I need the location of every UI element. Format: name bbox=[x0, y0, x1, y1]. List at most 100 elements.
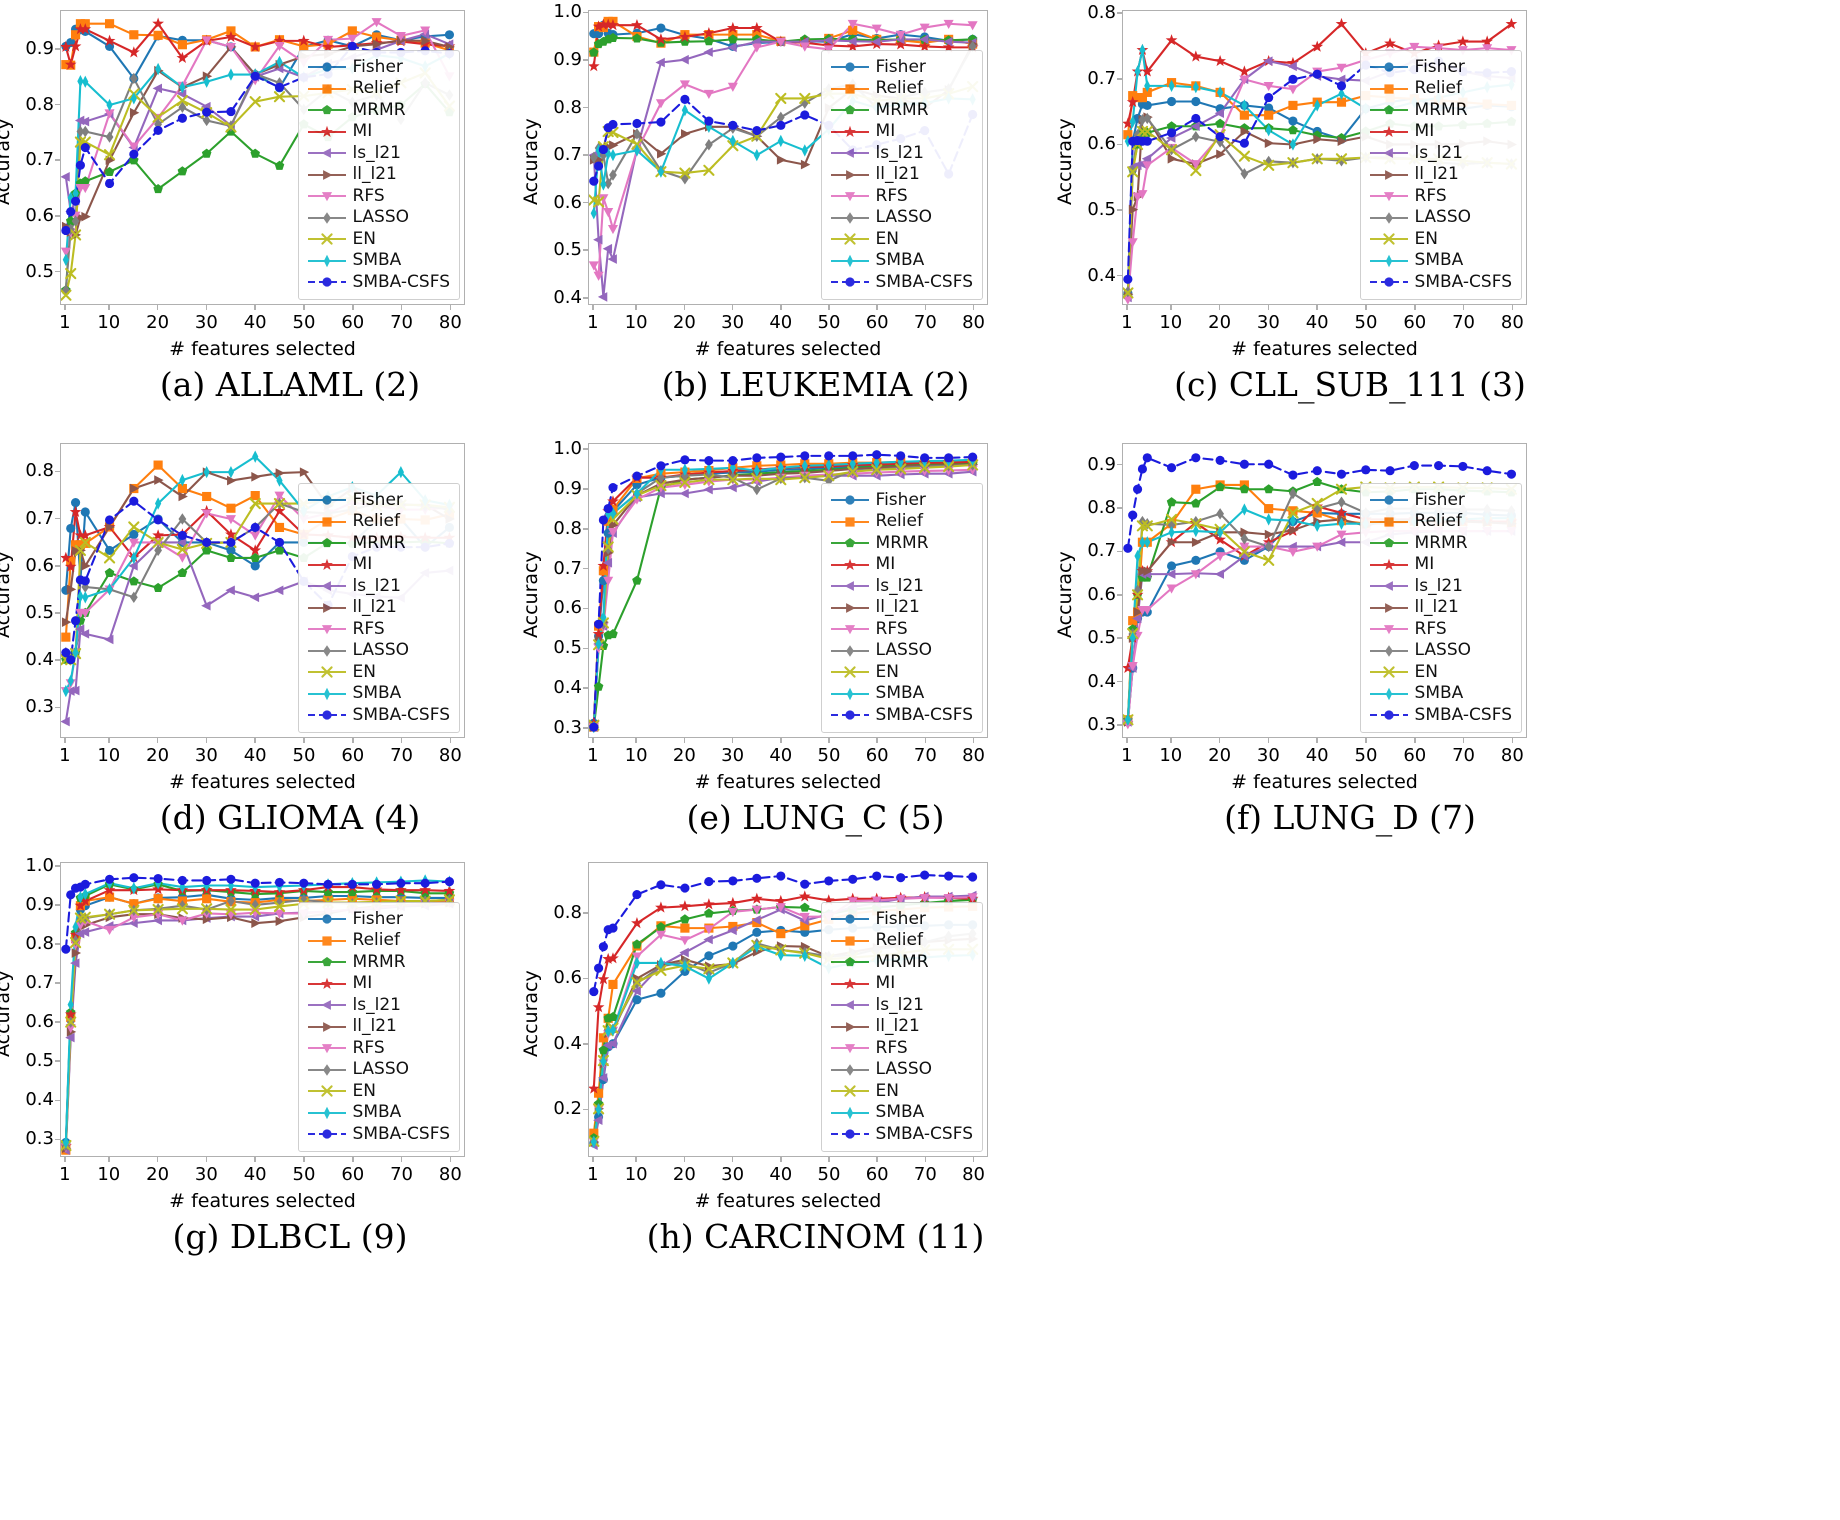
legend-item-LASSO: LASSO bbox=[306, 1059, 450, 1081]
legend-label-ll_l21: ll_l21 bbox=[875, 1016, 920, 1037]
xtick-mark bbox=[1126, 738, 1128, 743]
legend-item-EN: EN bbox=[1368, 229, 1512, 251]
ytick-mark bbox=[55, 865, 60, 867]
xtick-label-a-8: 80 bbox=[438, 312, 462, 333]
legend-swatch-EN bbox=[306, 229, 348, 249]
legend-label-SMBA: SMBA bbox=[1414, 683, 1464, 704]
legend-item-SMBA: SMBA bbox=[829, 1102, 973, 1124]
xtick-mark bbox=[107, 1157, 110, 1162]
legend-label-MRMR: MRMR bbox=[875, 951, 929, 972]
ytick-mark bbox=[583, 11, 588, 14]
legend-item-EN: EN bbox=[306, 1081, 450, 1103]
legend-swatch-SMBA bbox=[306, 684, 348, 704]
legend-label-MRMR: MRMR bbox=[352, 99, 406, 120]
ytick-label-a-0: 0.5 bbox=[25, 260, 54, 282]
ytick-mark bbox=[55, 159, 60, 162]
legend-swatch-RFS bbox=[306, 1038, 348, 1058]
ytick-mark bbox=[583, 488, 588, 490]
legend-swatch-ll_l21 bbox=[829, 598, 871, 618]
legend-item-ls_l21: ls_l21 bbox=[306, 576, 450, 598]
xtick-mark bbox=[449, 738, 452, 743]
legend-label-Relief: Relief bbox=[352, 930, 400, 951]
legend-item-EN: EN bbox=[829, 1081, 973, 1103]
ytick-mark bbox=[55, 706, 60, 709]
legend-swatch-Fisher bbox=[306, 57, 348, 77]
ytick-label-a-2: 0.7 bbox=[25, 149, 54, 171]
xtick-mark bbox=[1316, 305, 1318, 310]
xtick-label-b-6: 60 bbox=[865, 312, 889, 333]
xtick-mark bbox=[303, 738, 305, 743]
legend-label-ll_l21: ll_l21 bbox=[1414, 597, 1459, 618]
legend-swatch-SMBA-CSFS bbox=[1368, 272, 1410, 292]
ytick-label-b-6: 1.0 bbox=[553, 1, 582, 23]
xtick-mark bbox=[1462, 738, 1465, 743]
xtick-mark bbox=[107, 738, 110, 743]
legend-label-Fisher: Fisher bbox=[352, 56, 403, 77]
legend-swatch-ls_l21 bbox=[306, 143, 348, 163]
xtick-label-e-4: 40 bbox=[769, 745, 793, 766]
legend-item-EN: EN bbox=[829, 229, 973, 251]
legend-swatch-MI bbox=[829, 555, 871, 575]
legend-item-LASSO: LASSO bbox=[306, 207, 450, 229]
plot-area-c: Fisher Relief MRMR MI ls_l21 ll_l21 RFS LASSO EN… bbox=[1122, 10, 1527, 305]
legend-swatch-SMBA-CSFS bbox=[306, 705, 348, 725]
xaxis-label-f: # features selected bbox=[1231, 771, 1418, 793]
xtick-mark bbox=[731, 738, 734, 743]
xtick-label-f-5: 50 bbox=[1354, 745, 1378, 766]
ytick-mark bbox=[55, 904, 60, 906]
legend-item-EN: EN bbox=[306, 662, 450, 684]
plot-area-f: Fisher Relief MRMR MI ls_l21 ll_l21 RFS LASSO EN… bbox=[1122, 443, 1527, 738]
ytick-label-d-3: 0.6 bbox=[25, 554, 54, 576]
xtick-mark bbox=[1511, 738, 1514, 743]
xtick-label-h-5: 50 bbox=[817, 1164, 841, 1185]
ytick-mark bbox=[583, 567, 588, 570]
legend-item-RFS: RFS bbox=[306, 1038, 450, 1060]
ytick-label-e-5: 0.8 bbox=[553, 517, 582, 539]
xaxis-label-a: # features selected bbox=[169, 338, 356, 360]
ytick-mark bbox=[583, 1043, 588, 1045]
legend-label-LASSO: LASSO bbox=[875, 640, 933, 661]
ytick-label-h-3: 0.8 bbox=[553, 901, 582, 923]
ytick-label-f-0: 0.3 bbox=[1087, 713, 1116, 735]
legend-swatch-Fisher bbox=[1368, 57, 1410, 77]
xtick-mark bbox=[205, 1157, 208, 1162]
legend-item-ll_l21: ll_l21 bbox=[1368, 597, 1512, 619]
legend-label-MRMR: MRMR bbox=[875, 99, 929, 120]
xaxis-label-d: # features selected bbox=[169, 771, 356, 793]
xtick-mark bbox=[731, 1157, 734, 1162]
legend-item-SMBA-CSFS: SMBA-CSFS bbox=[829, 1124, 973, 1146]
xtick-mark bbox=[449, 1157, 452, 1162]
xtick-label-g-6: 60 bbox=[341, 1164, 365, 1185]
legend-swatch-MI bbox=[1368, 122, 1410, 142]
ytick-label-g-3: 0.6 bbox=[25, 1011, 54, 1033]
ytick-label-c-0: 0.4 bbox=[1087, 264, 1116, 286]
legend-g: Fisher Relief MRMR MI ls_l21 ll_l21 RFS LASSO EN… bbox=[297, 901, 460, 1152]
ytick-label-b-2: 0.6 bbox=[553, 191, 582, 213]
legend-swatch-Fisher bbox=[829, 490, 871, 510]
legend-item-ll_l21: ll_l21 bbox=[829, 597, 973, 619]
legend-label-SMBA-CSFS: SMBA-CSFS bbox=[352, 704, 450, 725]
legend-label-ls_l21: ls_l21 bbox=[352, 994, 401, 1015]
legend-swatch-ll_l21 bbox=[1368, 165, 1410, 185]
legend-label-EN: EN bbox=[875, 1080, 900, 1101]
xtick-label-e-5: 50 bbox=[817, 745, 841, 766]
legend-item-MI: MI bbox=[1368, 554, 1512, 576]
ytick-mark bbox=[583, 249, 588, 252]
ytick-label-g-0: 0.3 bbox=[25, 1128, 54, 1150]
legend-label-MI: MI bbox=[875, 973, 896, 994]
ytick-label-e-7: 1.0 bbox=[553, 437, 582, 459]
ytick-label-f-1: 0.4 bbox=[1087, 670, 1116, 692]
legend-swatch-SMBA bbox=[306, 1103, 348, 1123]
legend-item-LASSO: LASSO bbox=[829, 207, 973, 229]
legend-swatch-Relief bbox=[829, 79, 871, 99]
legend-item-Relief: Relief bbox=[306, 930, 450, 952]
xtick-mark bbox=[779, 1157, 782, 1162]
legend-swatch-LASSO bbox=[829, 208, 871, 228]
legend-swatch-ll_l21 bbox=[306, 165, 348, 185]
legend-item-MRMR: MRMR bbox=[1368, 533, 1512, 555]
xtick-label-a-7: 70 bbox=[390, 312, 414, 333]
legend-label-Relief: Relief bbox=[875, 930, 923, 951]
xtick-mark bbox=[731, 305, 734, 310]
legend-label-ll_l21: ll_l21 bbox=[352, 1016, 397, 1037]
xtick-mark bbox=[254, 305, 256, 310]
